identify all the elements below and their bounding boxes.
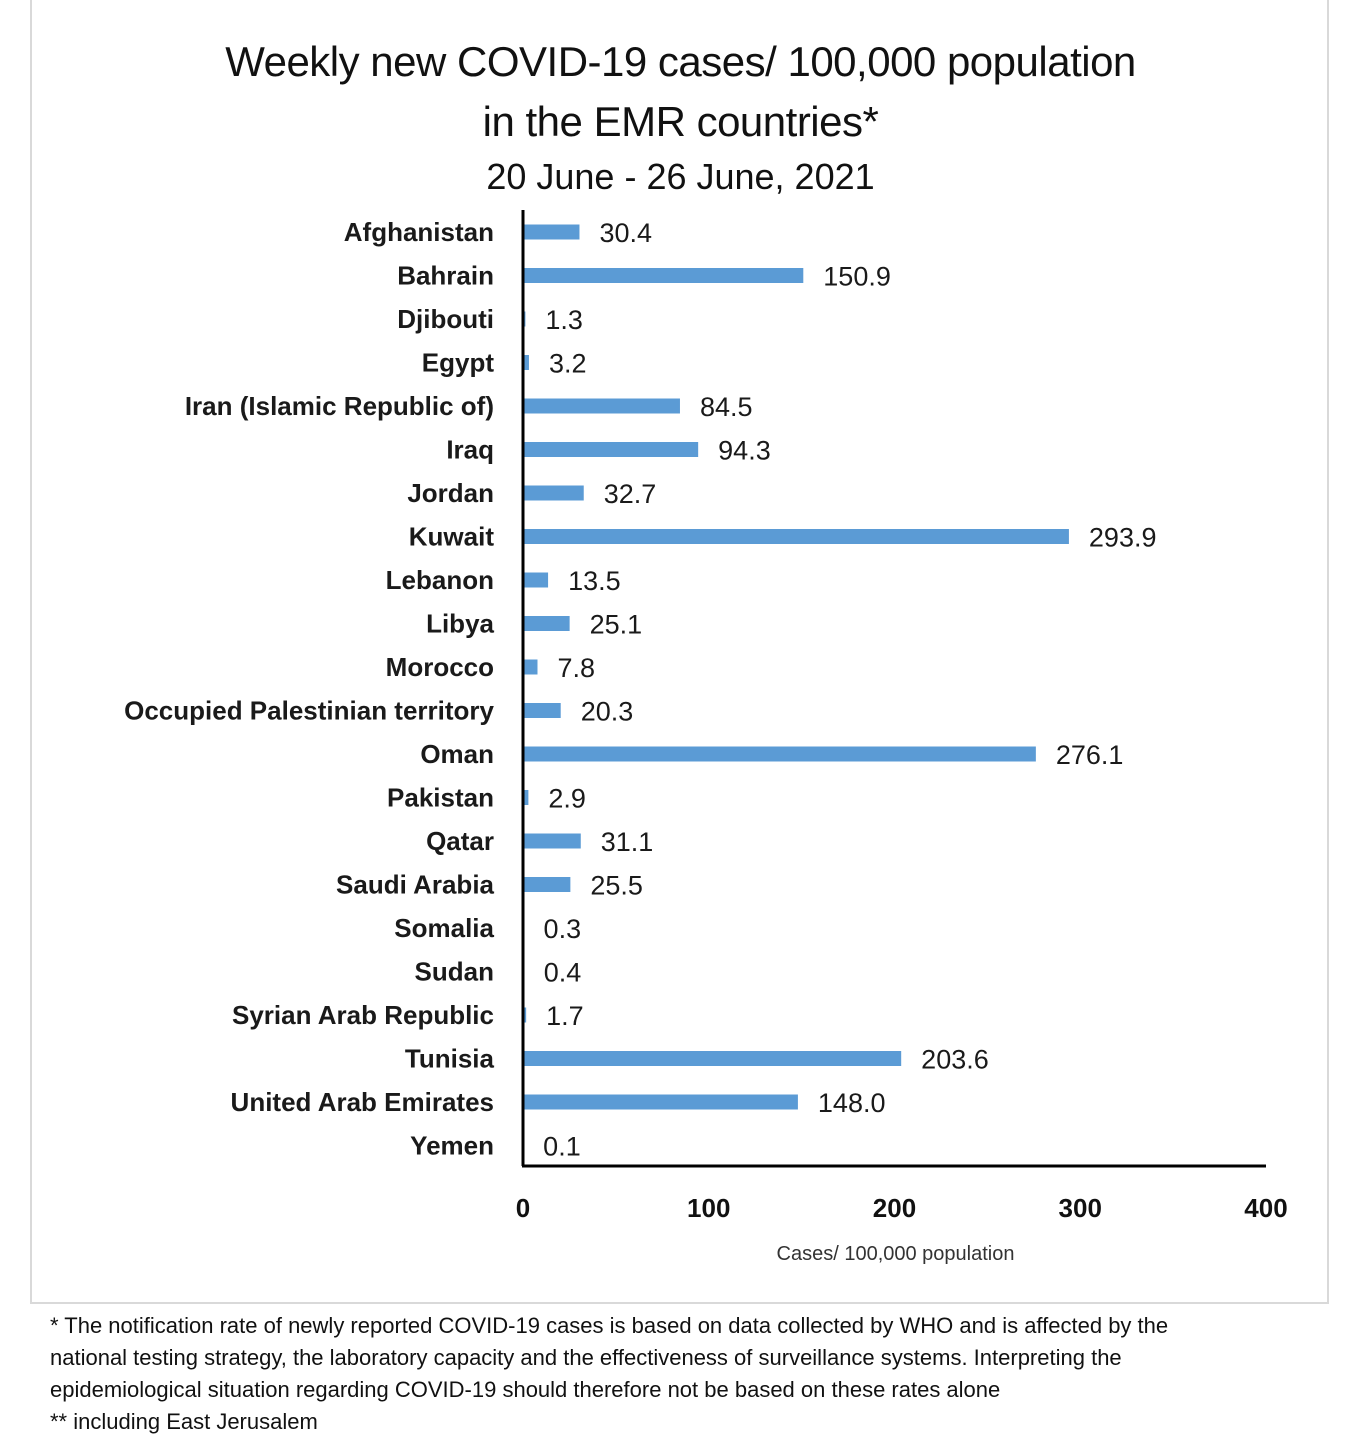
value-label: 0.4 <box>544 958 582 988</box>
value-label: 32.7 <box>604 479 657 509</box>
bar <box>523 834 581 849</box>
category-label: Morocco <box>386 652 494 682</box>
category-label: Syrian Arab Republic <box>232 1000 494 1030</box>
footnote-line: epidemiological situation regarding COVI… <box>50 1374 1340 1406</box>
bar <box>523 442 698 457</box>
value-label: 25.1 <box>590 610 643 640</box>
bar <box>523 399 680 414</box>
value-label: 94.3 <box>718 436 771 466</box>
bar <box>523 1051 901 1066</box>
value-label: 148.0 <box>818 1088 886 1118</box>
value-label: 150.9 <box>823 262 891 292</box>
x-tick-label: 100 <box>687 1193 730 1223</box>
bar <box>523 573 548 588</box>
category-label: Jordan <box>407 478 494 508</box>
bar <box>523 877 570 892</box>
footnotes: * The notification rate of newly reporte… <box>50 1310 1340 1438</box>
x-tick-label: 0 <box>516 1193 530 1223</box>
bar <box>523 703 561 718</box>
footnote-line: national testing strategy, the laborator… <box>50 1342 1340 1374</box>
category-label: Afghanistan <box>344 217 494 247</box>
bar <box>523 747 1036 762</box>
value-label: 0.1 <box>543 1132 581 1162</box>
value-label: 13.5 <box>568 566 621 596</box>
value-label: 203.6 <box>921 1045 989 1075</box>
category-label: Pakistan <box>387 783 494 813</box>
value-label: 276.1 <box>1056 740 1124 770</box>
category-label: Iraq <box>446 435 494 465</box>
value-label: 7.8 <box>557 653 595 683</box>
bars-group <box>523 225 1069 1154</box>
category-label: Yemen <box>410 1131 494 1161</box>
value-label: 2.9 <box>548 784 586 814</box>
category-label: Djibouti <box>397 304 494 334</box>
category-label: Bahrain <box>397 261 494 291</box>
category-label: Oman <box>420 739 494 769</box>
value-labels: 30.4 150.9 1.3 3.2 84.5 94.3 32.7 293.9 13.5 25.1… <box>543 218 1156 1162</box>
bar <box>523 660 537 675</box>
x-tick-label: 300 <box>1059 1193 1102 1223</box>
bar <box>523 268 803 283</box>
category-label: Occupied Palestinian territory <box>124 696 494 726</box>
category-label: Egypt <box>422 348 495 378</box>
value-label: 25.5 <box>590 871 643 901</box>
x-tick-label: 400 <box>1244 1193 1287 1223</box>
category-label: Iran (Islamic Republic of) <box>185 391 494 421</box>
category-labels: Afghanistan Bahrain Djibouti Egypt Iran (Isl… <box>124 217 494 1161</box>
value-label: 293.9 <box>1089 523 1157 553</box>
value-label: 0.3 <box>544 914 582 944</box>
footnote-line: * The notification rate of newly reporte… <box>50 1310 1340 1342</box>
bar <box>523 225 579 240</box>
value-label: 84.5 <box>700 392 753 422</box>
value-label: 3.2 <box>549 349 587 379</box>
value-label: 1.7 <box>546 1001 584 1031</box>
category-label: Saudi Arabia <box>336 870 495 900</box>
value-label: 30.4 <box>599 218 652 248</box>
bar <box>523 1095 798 1110</box>
category-label: United Arab Emirates <box>231 1087 494 1117</box>
x-tick-label: 200 <box>873 1193 916 1223</box>
bar-chart: Afghanistan Bahrain Djibouti Egypt Iran (Isl… <box>0 0 1361 1300</box>
bar <box>523 616 570 631</box>
footnote-line: ** including East Jerusalem <box>50 1406 1340 1438</box>
value-label: 20.3 <box>581 697 634 727</box>
category-label: Lebanon <box>386 565 494 595</box>
x-axis-title: Cases/ 100,000 population <box>777 1243 1015 1265</box>
category-label: Qatar <box>426 826 494 856</box>
x-tick-labels: 0 100 200 300 400 <box>516 1193 1288 1223</box>
category-label: Sudan <box>415 957 494 987</box>
category-label: Tunisia <box>405 1044 495 1074</box>
bar <box>523 529 1069 544</box>
category-label: Kuwait <box>409 522 495 552</box>
value-label: 1.3 <box>545 305 583 335</box>
bar <box>523 486 584 501</box>
category-label: Somalia <box>394 913 494 943</box>
value-label: 31.1 <box>601 827 654 857</box>
category-label: Libya <box>426 609 494 639</box>
